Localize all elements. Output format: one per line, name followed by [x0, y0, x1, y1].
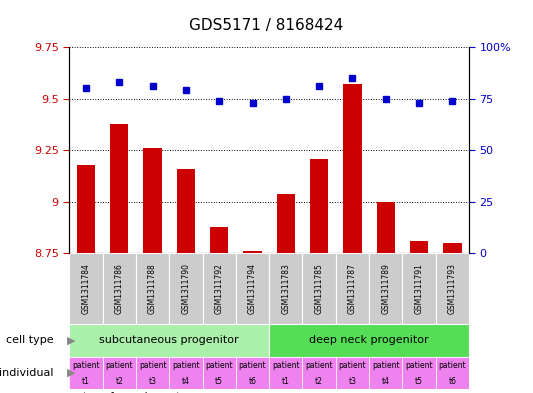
Bar — [169, 357, 203, 389]
Bar — [343, 84, 361, 253]
Bar — [336, 357, 369, 389]
Text: patient: patient — [272, 361, 300, 370]
Text: patient: patient — [372, 361, 400, 370]
Text: patient: patient — [439, 361, 466, 370]
Bar — [277, 194, 295, 253]
Bar — [236, 357, 269, 389]
Bar — [177, 169, 195, 253]
Text: ▶: ▶ — [67, 336, 75, 345]
Text: patient: patient — [305, 361, 333, 370]
Text: GSM1311788: GSM1311788 — [148, 263, 157, 314]
Text: GSM1311791: GSM1311791 — [415, 263, 424, 314]
Text: GSM1311787: GSM1311787 — [348, 263, 357, 314]
Text: GSM1311783: GSM1311783 — [281, 263, 290, 314]
Bar — [303, 357, 336, 389]
Text: transformed count: transformed count — [83, 392, 180, 393]
Bar — [102, 357, 136, 389]
Text: t3: t3 — [349, 377, 357, 386]
Text: t1: t1 — [82, 377, 90, 386]
Bar — [203, 253, 236, 324]
Text: GSM1311785: GSM1311785 — [314, 263, 324, 314]
Bar — [244, 252, 262, 253]
Text: deep neck progenitor: deep neck progenitor — [309, 336, 429, 345]
Bar — [269, 357, 303, 389]
Bar — [336, 253, 369, 324]
Text: patient: patient — [172, 361, 200, 370]
Text: GSM1311793: GSM1311793 — [448, 263, 457, 314]
Text: t5: t5 — [415, 377, 423, 386]
Bar — [402, 253, 436, 324]
Bar — [69, 324, 269, 357]
Text: t2: t2 — [315, 377, 323, 386]
Text: patient: patient — [405, 361, 433, 370]
Text: GSM1311790: GSM1311790 — [181, 263, 190, 314]
Bar — [269, 324, 469, 357]
Bar — [269, 253, 303, 324]
Text: t1: t1 — [282, 377, 290, 386]
Text: patient: patient — [139, 361, 166, 370]
Bar — [136, 357, 169, 389]
Bar — [410, 241, 428, 253]
Bar — [436, 253, 469, 324]
Text: t6: t6 — [248, 377, 256, 386]
Text: patient: patient — [338, 361, 366, 370]
Bar — [69, 253, 102, 324]
Text: ▶: ▶ — [67, 368, 75, 378]
Bar — [203, 357, 236, 389]
Text: t5: t5 — [215, 377, 223, 386]
Text: GSM1311789: GSM1311789 — [381, 263, 390, 314]
Text: patient: patient — [72, 361, 100, 370]
Bar — [102, 253, 136, 324]
Text: ■: ■ — [69, 392, 78, 393]
Bar — [369, 253, 402, 324]
Bar — [77, 165, 95, 253]
Text: patient: patient — [205, 361, 233, 370]
Text: subcutaneous progenitor: subcutaneous progenitor — [100, 336, 239, 345]
Bar — [369, 357, 402, 389]
Bar — [69, 357, 102, 389]
Bar — [402, 357, 436, 389]
Bar — [436, 357, 469, 389]
Text: individual: individual — [0, 368, 53, 378]
Bar — [110, 123, 128, 253]
Text: t4: t4 — [382, 377, 390, 386]
Text: patient: patient — [239, 361, 266, 370]
Bar — [310, 158, 328, 253]
Text: GDS5171 / 8168424: GDS5171 / 8168424 — [189, 18, 344, 33]
Text: patient: patient — [106, 361, 133, 370]
Text: GSM1311786: GSM1311786 — [115, 263, 124, 314]
Bar — [136, 253, 169, 324]
Bar — [169, 253, 203, 324]
Bar — [303, 253, 336, 324]
Bar — [443, 243, 462, 253]
Bar — [210, 227, 228, 253]
Bar — [377, 202, 395, 253]
Text: t4: t4 — [182, 377, 190, 386]
Text: GSM1311794: GSM1311794 — [248, 263, 257, 314]
Text: GSM1311784: GSM1311784 — [82, 263, 91, 314]
Bar — [236, 253, 269, 324]
Text: t6: t6 — [448, 377, 456, 386]
Text: cell type: cell type — [6, 336, 53, 345]
Text: GSM1311792: GSM1311792 — [215, 263, 224, 314]
Bar — [143, 148, 161, 253]
Text: t3: t3 — [149, 377, 157, 386]
Text: t2: t2 — [115, 377, 123, 386]
